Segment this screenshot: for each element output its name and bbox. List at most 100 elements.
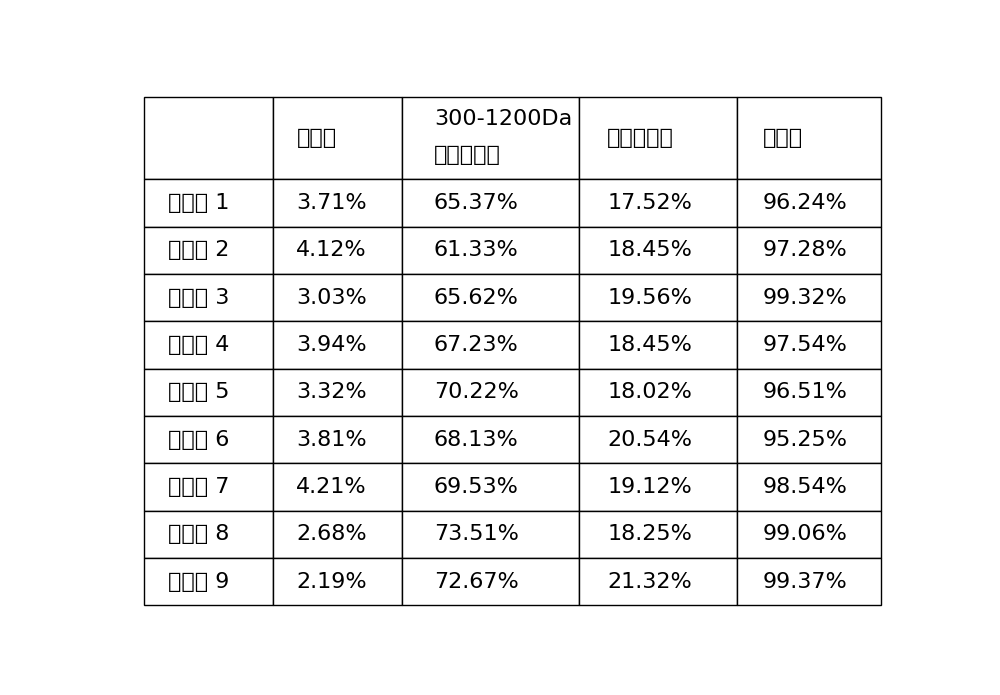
Text: 18.45%: 18.45% bbox=[607, 335, 692, 355]
Text: 铜离子含量: 铜离子含量 bbox=[607, 128, 674, 148]
Bar bbox=[579, 558, 737, 605]
Bar bbox=[273, 558, 402, 605]
Bar bbox=[579, 179, 737, 227]
Bar bbox=[579, 274, 737, 321]
Bar bbox=[402, 511, 579, 558]
Text: 97.28%: 97.28% bbox=[763, 240, 848, 261]
Text: 99.37%: 99.37% bbox=[763, 571, 848, 591]
Bar bbox=[144, 97, 273, 179]
Bar bbox=[144, 511, 273, 558]
Text: 实施例 7: 实施例 7 bbox=[168, 477, 229, 497]
Bar bbox=[737, 416, 881, 464]
Text: 18.45%: 18.45% bbox=[607, 240, 692, 261]
Bar bbox=[402, 368, 579, 416]
Text: 3.32%: 3.32% bbox=[296, 382, 367, 402]
Bar bbox=[273, 464, 402, 511]
Bar bbox=[737, 368, 881, 416]
Text: 3.94%: 3.94% bbox=[296, 335, 367, 355]
Text: 69.53%: 69.53% bbox=[434, 477, 519, 497]
Bar bbox=[579, 321, 737, 368]
Text: 61.33%: 61.33% bbox=[434, 240, 519, 261]
Bar bbox=[144, 274, 273, 321]
Bar bbox=[579, 227, 737, 274]
Bar bbox=[273, 274, 402, 321]
Text: 70.22%: 70.22% bbox=[434, 382, 519, 402]
Bar bbox=[144, 558, 273, 605]
Bar bbox=[273, 511, 402, 558]
Bar bbox=[273, 97, 402, 179]
Text: 2.68%: 2.68% bbox=[296, 524, 367, 544]
Text: 实施例 1: 实施例 1 bbox=[168, 193, 229, 213]
Bar bbox=[402, 97, 579, 179]
Bar bbox=[273, 227, 402, 274]
Text: 67.23%: 67.23% bbox=[434, 335, 519, 355]
Text: 97.54%: 97.54% bbox=[763, 335, 848, 355]
Bar bbox=[579, 368, 737, 416]
Text: 68.13%: 68.13% bbox=[434, 430, 519, 450]
Text: 300-1200Da: 300-1200Da bbox=[434, 109, 572, 129]
Bar bbox=[737, 227, 881, 274]
Bar bbox=[144, 321, 273, 368]
Text: 实施例 9: 实施例 9 bbox=[168, 571, 229, 591]
Bar bbox=[579, 464, 737, 511]
Bar bbox=[737, 274, 881, 321]
Text: 99.32%: 99.32% bbox=[763, 288, 848, 308]
Bar bbox=[402, 558, 579, 605]
Bar bbox=[402, 274, 579, 321]
Text: 4.21%: 4.21% bbox=[296, 477, 367, 497]
Text: 2.19%: 2.19% bbox=[296, 571, 367, 591]
Bar bbox=[144, 464, 273, 511]
Bar bbox=[737, 97, 881, 179]
Text: 实施例 4: 实施例 4 bbox=[168, 335, 229, 355]
Bar bbox=[579, 416, 737, 464]
Bar bbox=[144, 368, 273, 416]
Bar bbox=[402, 227, 579, 274]
Text: 3.81%: 3.81% bbox=[296, 430, 367, 450]
Bar bbox=[579, 97, 737, 179]
Text: 99.06%: 99.06% bbox=[763, 524, 848, 544]
Text: 21.32%: 21.32% bbox=[607, 571, 692, 591]
Text: 95.25%: 95.25% bbox=[763, 430, 848, 450]
Text: 65.37%: 65.37% bbox=[434, 193, 519, 213]
Text: 3.71%: 3.71% bbox=[296, 193, 367, 213]
Bar bbox=[144, 227, 273, 274]
Text: 18.25%: 18.25% bbox=[607, 524, 692, 544]
Text: 含水量: 含水量 bbox=[296, 128, 337, 148]
Text: 73.51%: 73.51% bbox=[434, 524, 519, 544]
Text: 4.12%: 4.12% bbox=[296, 240, 367, 261]
Bar bbox=[273, 321, 402, 368]
Text: 19.12%: 19.12% bbox=[607, 477, 692, 497]
Text: 3.03%: 3.03% bbox=[296, 288, 367, 308]
Bar bbox=[402, 321, 579, 368]
Text: 96.24%: 96.24% bbox=[763, 193, 848, 213]
Bar bbox=[273, 416, 402, 464]
Bar bbox=[737, 179, 881, 227]
Bar bbox=[144, 416, 273, 464]
Text: 96.51%: 96.51% bbox=[763, 382, 848, 402]
Text: 螯合率: 螯合率 bbox=[763, 128, 803, 148]
Text: 19.56%: 19.56% bbox=[607, 288, 692, 308]
Bar bbox=[737, 558, 881, 605]
Text: 实施例 3: 实施例 3 bbox=[168, 288, 229, 308]
Text: 98.54%: 98.54% bbox=[763, 477, 848, 497]
Text: 实施例 2: 实施例 2 bbox=[168, 240, 229, 261]
Text: 20.54%: 20.54% bbox=[607, 430, 692, 450]
Text: 实施例 8: 实施例 8 bbox=[168, 524, 229, 544]
Text: 17.52%: 17.52% bbox=[607, 193, 692, 213]
Bar bbox=[273, 368, 402, 416]
Text: 多肽的含量: 多肽的含量 bbox=[434, 145, 501, 165]
Text: 实施例 5: 实施例 5 bbox=[168, 382, 229, 402]
Text: 18.02%: 18.02% bbox=[607, 382, 692, 402]
Bar bbox=[144, 179, 273, 227]
Bar bbox=[737, 464, 881, 511]
Bar bbox=[273, 179, 402, 227]
Bar bbox=[402, 416, 579, 464]
Bar bbox=[579, 511, 737, 558]
Bar bbox=[737, 321, 881, 368]
Bar bbox=[737, 511, 881, 558]
Bar bbox=[402, 464, 579, 511]
Text: 实施例 6: 实施例 6 bbox=[168, 430, 229, 450]
Bar bbox=[402, 179, 579, 227]
Text: 65.62%: 65.62% bbox=[434, 288, 519, 308]
Text: 72.67%: 72.67% bbox=[434, 571, 519, 591]
